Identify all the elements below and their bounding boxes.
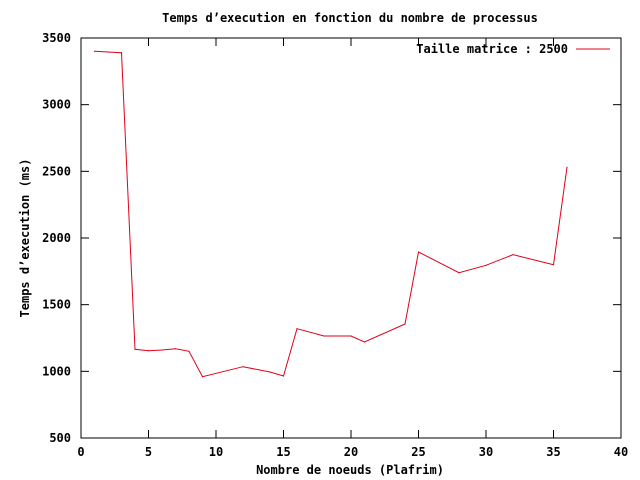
x-axis: 0 5 10 15 20 25 30 35 40 <box>77 38 628 459</box>
y-tick-label: 2000 <box>42 231 71 245</box>
y-axis-label: Temps d’execution (ms) <box>18 159 32 318</box>
data-point <box>323 335 325 337</box>
x-tick-label: 30 <box>479 445 493 459</box>
data-point <box>201 376 204 378</box>
x-tick-label: 15 <box>276 445 290 459</box>
data-point <box>161 349 163 351</box>
plot-area-frame <box>80 37 622 439</box>
data-point <box>404 323 406 325</box>
x-tick-label: 35 <box>546 445 560 459</box>
series-group <box>93 50 568 378</box>
data-point <box>296 328 298 330</box>
data-point <box>107 51 109 53</box>
data-point <box>363 341 366 343</box>
data-point <box>566 166 568 168</box>
data-point <box>269 371 271 373</box>
x-tick-label: 40 <box>614 445 628 459</box>
x-tick-label: 0 <box>77 445 84 459</box>
data-point <box>485 264 487 266</box>
x-axis-label: Nombre de noeuds (Plafrim) <box>256 463 444 477</box>
x-tick-label: 20 <box>344 445 358 459</box>
data-point <box>147 350 150 352</box>
chart-title: Temps d’execution en fonction du nombre … <box>162 11 538 25</box>
y-tick-label: 1000 <box>42 364 71 378</box>
y-tick-label: 2500 <box>42 164 71 178</box>
legend-label: Taille matrice : 2500 <box>416 42 568 56</box>
x-tick-label: 25 <box>411 445 425 459</box>
y-tick-label: 3500 <box>42 31 71 45</box>
data-point <box>93 50 96 52</box>
y-tick-label: 3000 <box>42 98 71 112</box>
x-tick-label: 5 <box>145 445 152 459</box>
x-tick-label: 10 <box>209 445 223 459</box>
data-point <box>134 348 136 350</box>
data-point <box>120 52 123 54</box>
series-line <box>94 50 568 378</box>
data-point <box>552 264 555 266</box>
data-point <box>188 350 190 352</box>
legend: Taille matrice : 2500 <box>416 42 610 56</box>
data-point <box>282 375 285 377</box>
y-tick-label: 500 <box>49 431 71 445</box>
data-point <box>174 348 177 350</box>
data-point <box>350 335 352 337</box>
data-point <box>458 272 460 274</box>
data-point <box>512 254 514 256</box>
y-tick-label: 1500 <box>42 298 71 312</box>
data-point <box>242 366 244 368</box>
data-point <box>417 251 420 253</box>
y-axis: 500 1000 1500 2000 2500 3000 3500 <box>42 31 621 445</box>
